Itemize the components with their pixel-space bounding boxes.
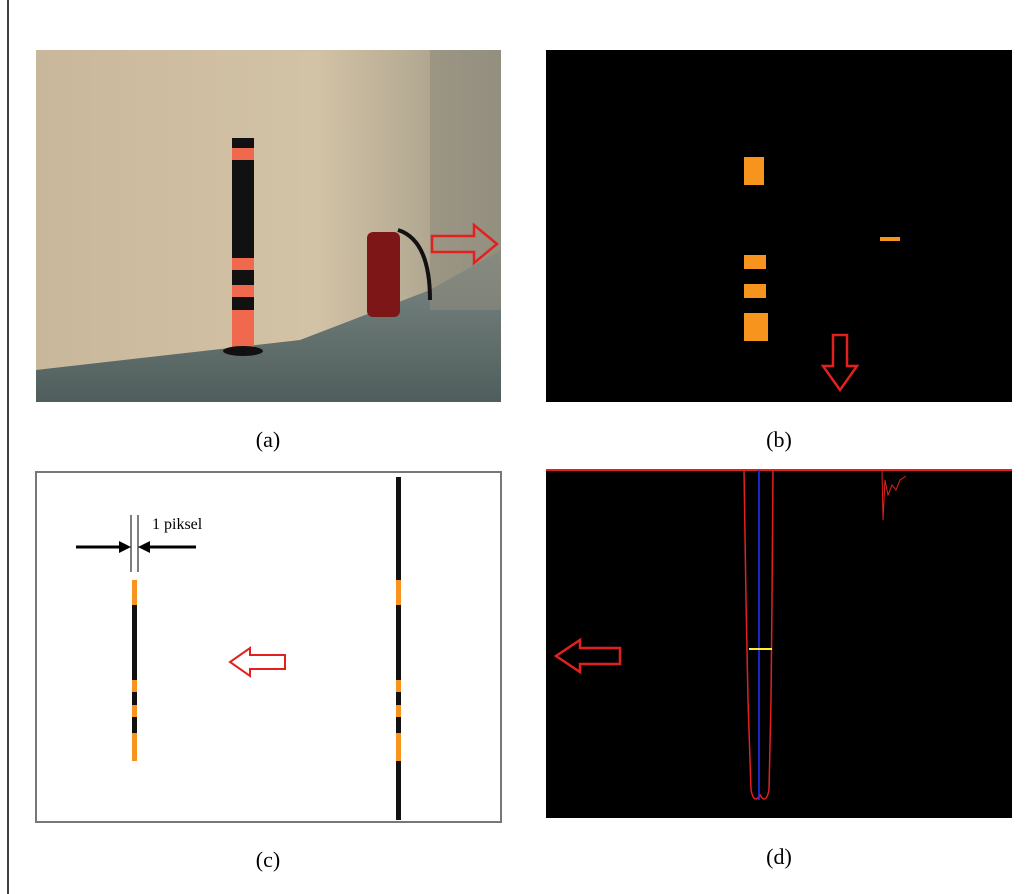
caption: (b) <box>766 427 792 452</box>
annotation: 1 piksel <box>152 516 203 533</box>
diagram-c: 1 piksel <box>36 472 501 822</box>
page: 1 piksel (a) (b) (c) (d) (() => { const … <box>0 0 1025 894</box>
photo-a <box>36 50 501 402</box>
caption: (c) <box>256 847 280 872</box>
figure: 1 piksel (a) (b) (c) (d) <box>0 0 1025 894</box>
caption: (d) <box>766 844 792 869</box>
image-d <box>546 470 1012 818</box>
image-b <box>546 50 1012 402</box>
caption: (a) <box>256 427 280 452</box>
